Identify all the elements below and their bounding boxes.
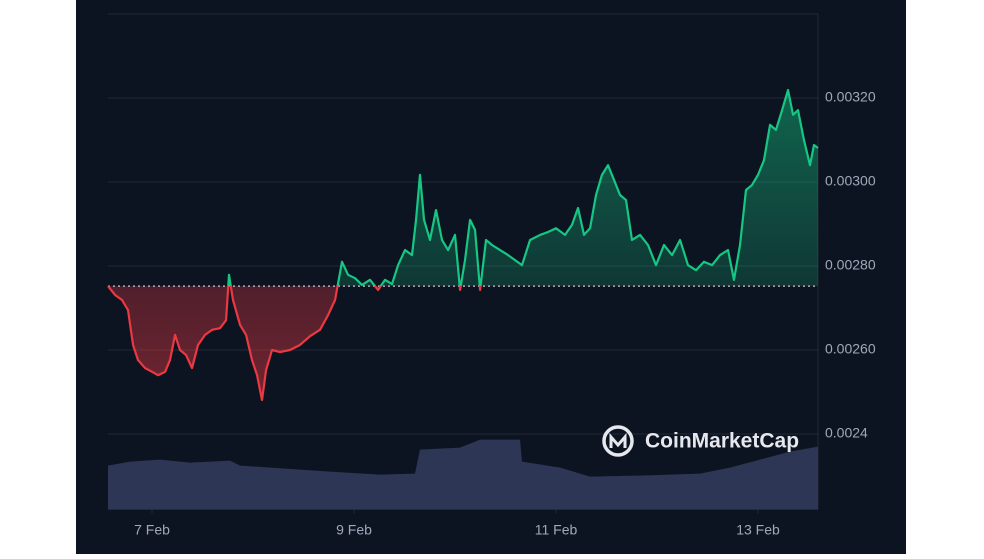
plot — [107, 88, 819, 402]
watermark: CoinMarketCap — [602, 425, 799, 457]
logo — [602, 425, 634, 457]
y-tick-label: 0.00280 — [825, 257, 876, 273]
x-tick-label: 13 Feb — [736, 522, 780, 538]
watermark-text: CoinMarketCap — [645, 430, 799, 453]
x-tick-label: 11 Feb — [535, 522, 578, 538]
x-tick-label: 9 Feb — [336, 522, 372, 538]
y-tick-label: 0.00320 — [825, 89, 876, 105]
y-tick-label: 0.00300 — [825, 173, 876, 189]
area-down — [108, 286, 481, 400]
price-line-up — [107, 88, 819, 287]
price-line-down — [107, 286, 482, 402]
x-tick-label: 7 Feb — [134, 522, 170, 538]
y-tick-label: 0.00260 — [825, 341, 876, 357]
logo-mark — [609, 433, 627, 448]
volume-area — [108, 439, 818, 510]
volume — [108, 439, 818, 510]
y-tick-label: 0.0024 — [825, 425, 868, 441]
